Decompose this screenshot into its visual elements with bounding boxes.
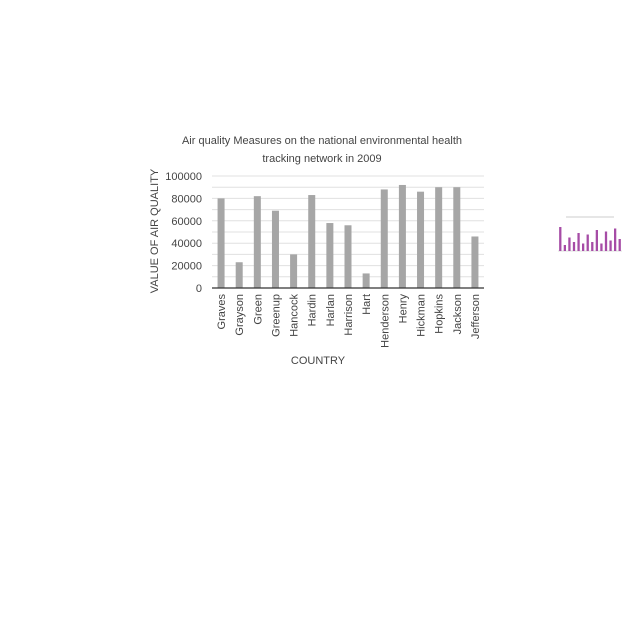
- x-tick-label: Grayson: [234, 294, 246, 336]
- thumbnail-chart: [558, 216, 622, 252]
- bar-harlan: [326, 223, 334, 288]
- x-tick-label: Greenup: [270, 294, 282, 337]
- x-tick-label: Jackson: [452, 294, 464, 334]
- bar-hart: [362, 273, 370, 288]
- thumbnail-bar: [614, 228, 617, 251]
- thumbnail-bar: [600, 243, 603, 251]
- bar-harrison: [344, 225, 352, 288]
- bar-jefferson: [471, 236, 479, 288]
- bar-grayson: [235, 262, 243, 288]
- bar-hopkins: [435, 187, 443, 288]
- thumbnail-bar: [582, 243, 585, 251]
- bars: [217, 184, 479, 288]
- y-axis-label: VALUE OF AIR QUALITY: [149, 168, 161, 293]
- thumbnail-bar: [572, 242, 576, 251]
- x-tick-label: Hickman: [416, 294, 428, 337]
- x-tick-label: Henry: [397, 294, 409, 324]
- x-axis-ticks: Graves Grayson Green Greenup Hancock Hardin Ha…: [216, 294, 482, 348]
- bar-green: [253, 196, 261, 288]
- thumbnail-bar: [618, 239, 621, 251]
- bar-greenup: [271, 210, 279, 288]
- bar-hardin: [308, 195, 316, 288]
- x-tick-label: Hart: [361, 294, 373, 315]
- x-tick-label: Harlan: [325, 294, 337, 326]
- y-tick-label: 100000: [165, 171, 202, 183]
- chart-title-line-1: Air quality Measures on the national env…: [182, 135, 462, 147]
- y-axis-ticks: 0 20000 40000 60000 80000 100000: [165, 171, 202, 295]
- y-tick-label: 80000: [171, 193, 202, 205]
- thumbnail-bar: [586, 234, 589, 251]
- y-tick-label: 0: [196, 283, 202, 295]
- y-tick-label: 40000: [171, 238, 202, 250]
- bar-jackson: [453, 187, 461, 288]
- bar-hancock: [290, 254, 298, 288]
- thumbnail-bar: [609, 240, 612, 251]
- bar-henderson: [380, 189, 388, 288]
- thumbnail-bar: [577, 233, 580, 251]
- thumbnail-bar: [568, 237, 571, 251]
- x-tick-label: Graves: [216, 294, 228, 330]
- y-tick-label: 20000: [171, 261, 202, 273]
- thumbnail-bar: [563, 245, 566, 251]
- thumbnail-bars: [558, 216, 622, 252]
- thumbnail-bar: [591, 242, 594, 251]
- x-axis-label: COUNTRY: [291, 355, 346, 367]
- x-tick-label: Green: [252, 294, 264, 325]
- x-tick-label: Jefferson: [470, 294, 482, 339]
- bar-henry: [398, 184, 406, 288]
- x-tick-label: Hopkins: [434, 294, 446, 334]
- x-tick-label: Henderson: [379, 294, 391, 348]
- bar-hickman: [417, 191, 425, 288]
- y-tick-label: 60000: [171, 216, 202, 228]
- thumbnail-bar: [559, 227, 562, 251]
- x-tick-label: Harrison: [343, 294, 355, 336]
- chart-title-line-2: tracking network in 2009: [262, 153, 381, 165]
- thumbnail-bar: [595, 230, 598, 251]
- x-tick-label: Hardin: [307, 294, 319, 326]
- thumbnail-bar: [604, 231, 608, 251]
- bar-graves: [217, 198, 225, 288]
- x-tick-label: Hancock: [289, 294, 301, 337]
